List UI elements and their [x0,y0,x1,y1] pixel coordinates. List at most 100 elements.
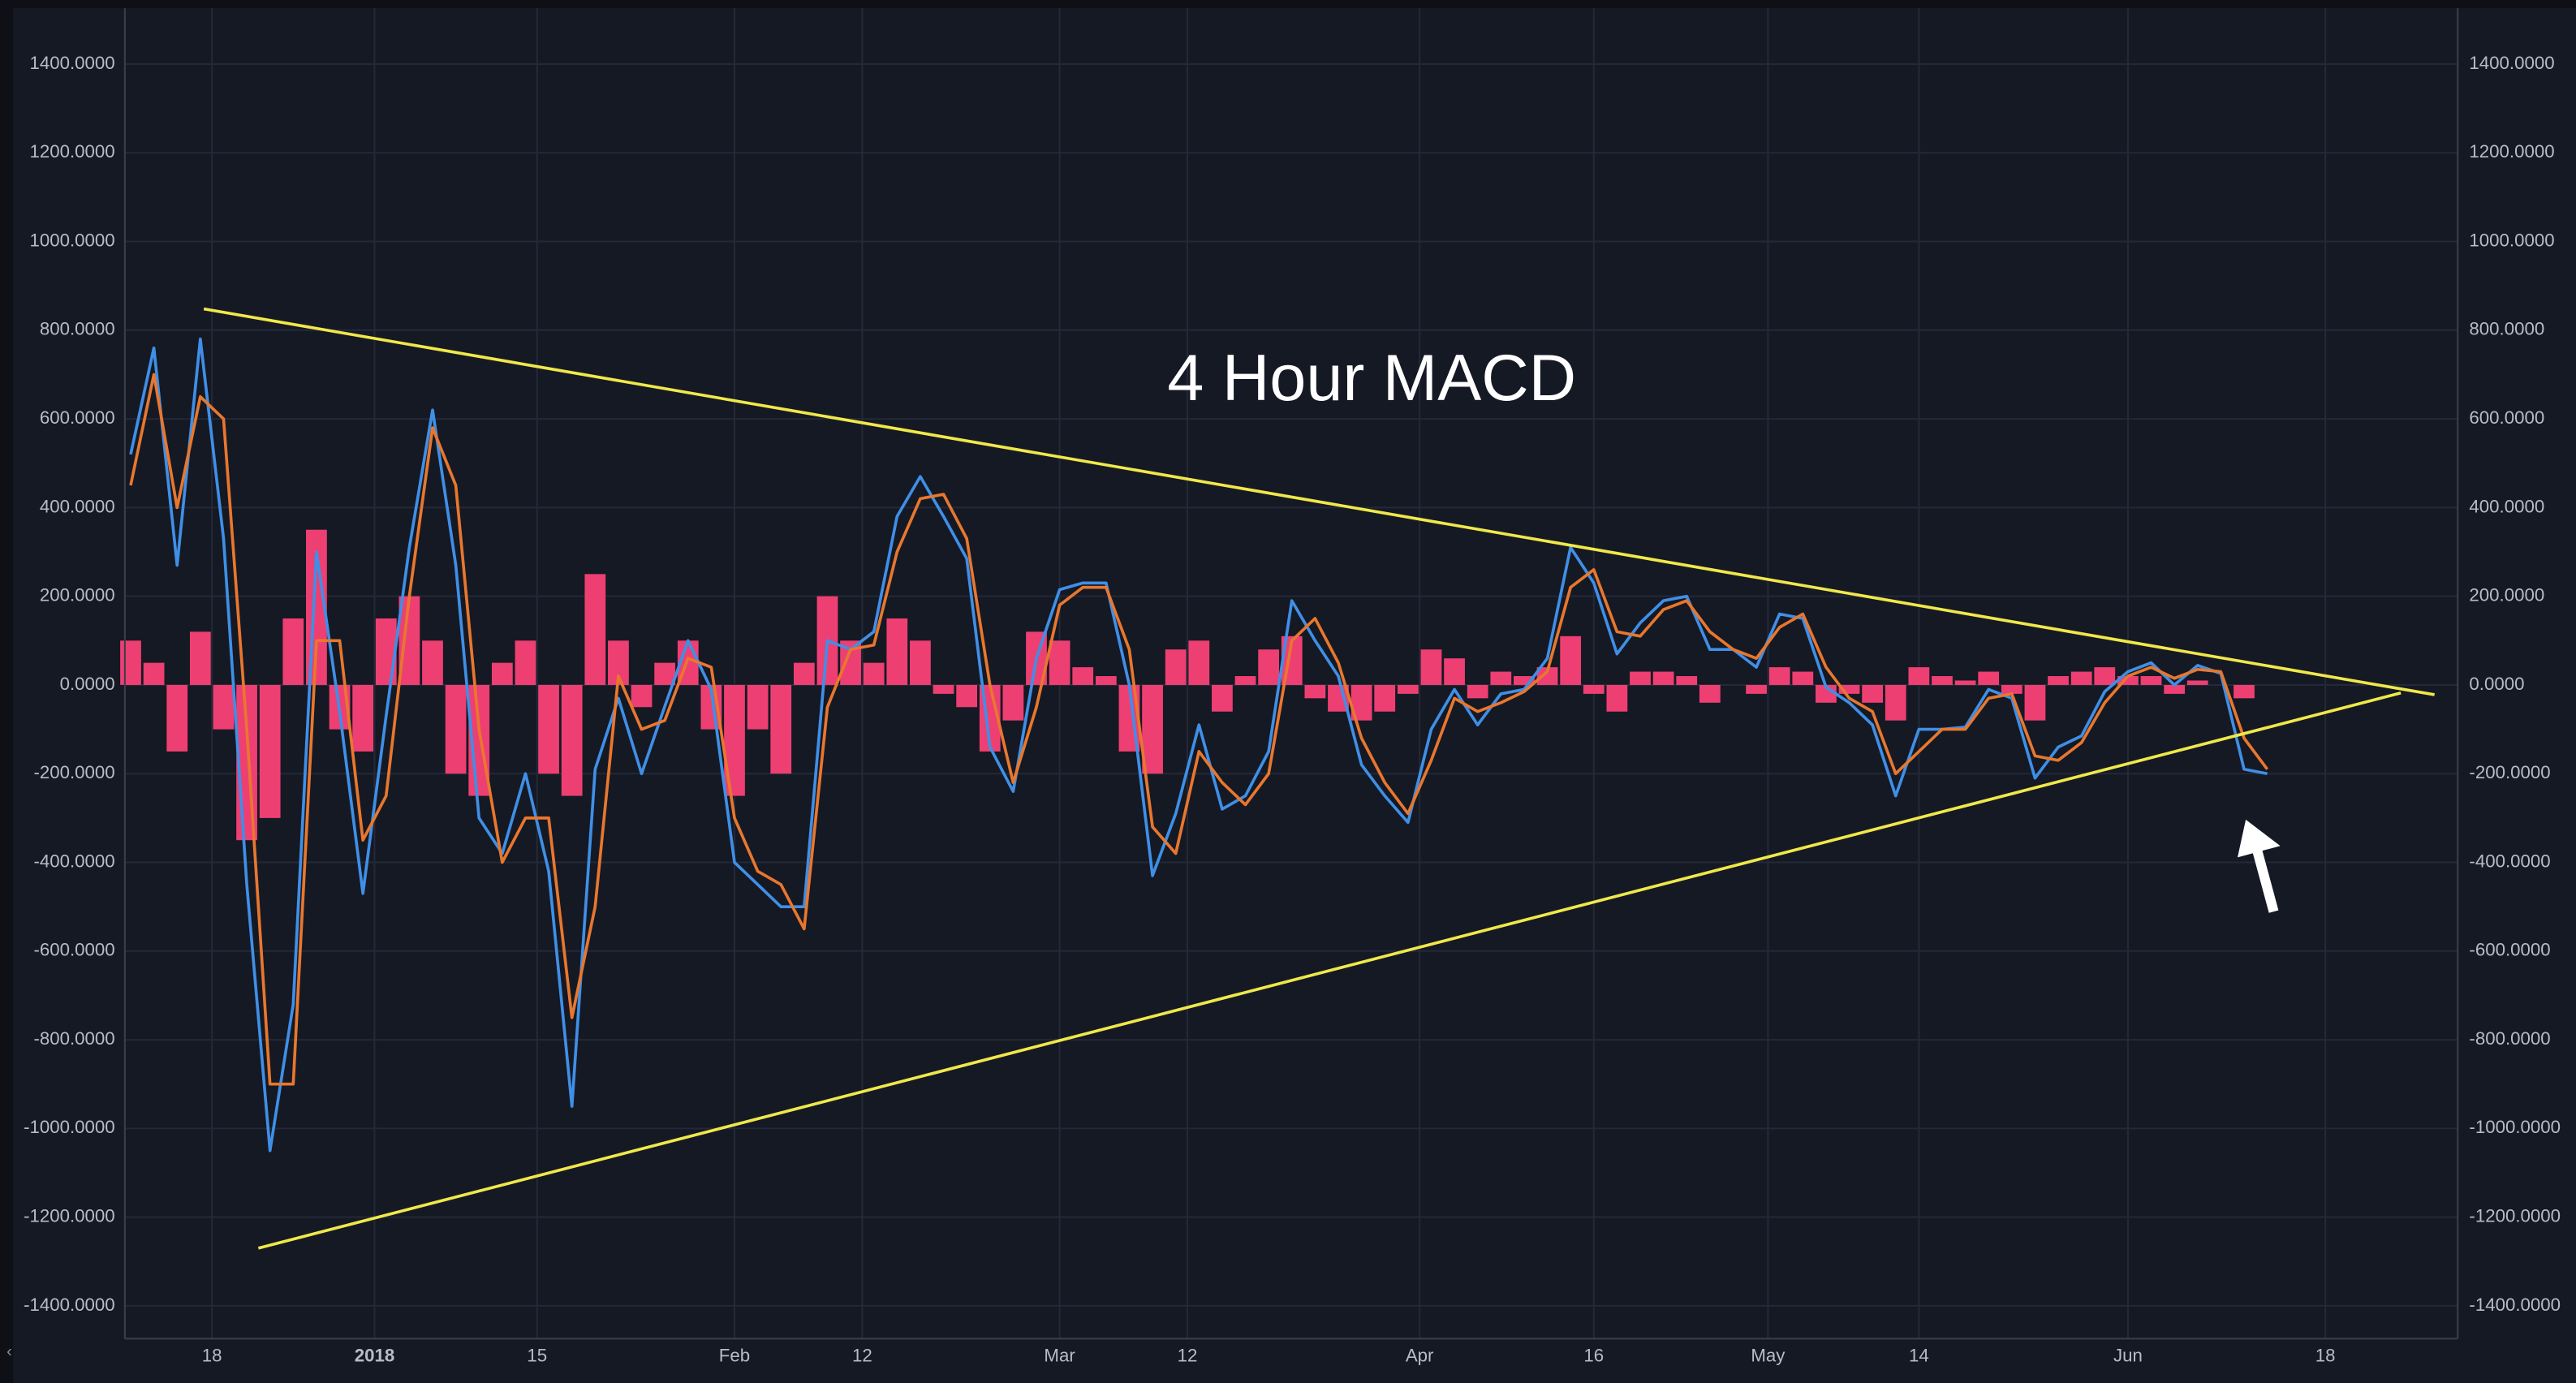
histogram-bar [515,640,536,685]
y-tick-label: -600.0000 [33,940,114,960]
y-tick-label: -1400.0000 [24,1295,115,1315]
y-tick-label: 0.0000 [60,674,115,694]
histogram-bar [584,574,606,685]
histogram-bar [886,618,908,685]
histogram-bar [1397,684,1419,694]
y-tick-label: -1200.0000 [24,1206,115,1226]
y-tick-label: 1200.0000 [29,141,114,162]
histogram-bar [1606,684,1628,712]
chart-background [13,8,2576,1383]
histogram-bar [1258,649,1280,685]
histogram-bar [1049,640,1070,685]
histogram-bar [1630,671,1651,685]
y-tick-label: 200.0000 [40,585,115,605]
histogram-bar [1142,684,1163,774]
x-tick-label: 18 [2315,1345,2336,1365]
histogram-bar [259,684,281,818]
histogram-bar [1746,684,1767,694]
histogram-bar [793,662,815,685]
histogram-bar [1514,676,1535,685]
histogram-bar [1954,680,1976,685]
histogram-bar [1885,684,1906,721]
histogram-bar [1838,684,1860,694]
scroll-icon[interactable]: ‹ [6,1343,12,1361]
y2-tick-label: 600.0000 [2469,407,2544,428]
y2-tick-label: -200.0000 [2469,762,2550,782]
histogram-bar [1095,676,1117,685]
histogram-bar [2048,676,2069,685]
histogram-bar [2117,676,2139,685]
y-tick-label: 400.0000 [40,496,115,516]
y2-tick-label: 0.0000 [2469,674,2524,694]
histogram-bar [1188,640,1210,685]
histogram-bar [1234,676,1256,685]
trend-line [203,307,2435,696]
histogram-bar [654,662,676,685]
histogram-bar [1490,671,1512,685]
histogram-bar [143,662,165,685]
trend-line [257,692,2402,1250]
y2-tick-label: -1400.0000 [2469,1295,2561,1315]
histogram-bar [561,684,583,796]
histogram-bar [863,662,885,685]
x-tick-label: Jun [2113,1345,2143,1365]
y2-tick-label: -1200.0000 [2469,1206,2561,1226]
y-tick-label: 600.0000 [40,407,115,428]
y-tick-label: 1000.0000 [29,230,114,250]
histogram-bar [1467,684,1488,699]
histogram-bar [445,684,467,774]
y-tick-label: -400.0000 [33,851,114,871]
histogram-bar [1583,684,1605,694]
histogram-bar [2186,680,2208,685]
x-tick-label: 12 [852,1345,872,1365]
histogram-bar [166,684,188,752]
y2-tick-label: -600.0000 [2469,940,2550,960]
histogram-bar [910,640,931,685]
series-line [129,337,2268,1152]
y-tick-label: -200.0000 [33,762,114,782]
chart-title: 4 Hour MACD [1167,342,1576,415]
histogram-bar [1560,635,1582,685]
histogram-bar [1768,667,1790,685]
x-tick-label: Mar [1044,1345,1075,1365]
y2-tick-label: 1200.0000 [2469,141,2554,162]
histogram-bar [1792,671,1814,685]
histogram-bar [213,684,235,730]
x-tick-label: Apr [1406,1345,1434,1365]
histogram-bar [2001,684,2022,694]
histogram-bar [1676,676,1698,685]
y2-tick-label: -1000.0000 [2469,1117,2561,1137]
histogram-bar [1536,667,1558,685]
arrow-shaft [2252,849,2279,913]
histogram-bar [956,684,978,708]
histogram-bar [538,684,559,774]
y-tick-label: 1400.0000 [29,53,114,73]
histogram-bar [933,684,954,694]
y2-tick-label: 400.0000 [2469,496,2544,516]
histogram-bar [2234,684,2255,699]
histogram-bar [2164,684,2186,694]
x-tick-label: May [1751,1345,1786,1365]
arrow-head [2238,819,2281,858]
histogram-bar [1420,649,1442,685]
histogram-bar [1652,671,1674,685]
x-tick-label: 15 [527,1345,547,1365]
histogram-bar [1932,676,1953,685]
histogram-bar [1699,684,1721,703]
x-tick-label: 18 [202,1345,222,1365]
arrow [2238,819,2281,913]
series-line [129,373,2269,1086]
histogram-bar [631,684,653,708]
histogram-bar [2024,684,2046,721]
y-tick-label: -1000.0000 [24,1117,115,1137]
x-tick-label: 16 [1583,1345,1604,1365]
histogram-bar [375,618,397,685]
histogram-bar [398,596,420,685]
histogram-bar [1212,684,1233,712]
histogram-bar [120,640,141,685]
histogram-bar [2140,676,2162,685]
x-tick-label: 2018 [355,1345,395,1365]
histogram-bar [2070,671,2092,685]
